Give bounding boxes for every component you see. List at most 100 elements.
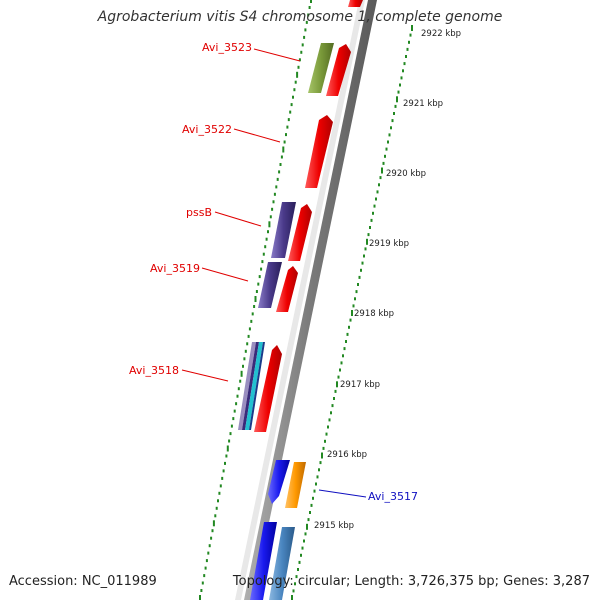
- gene-label-avi-3523[interactable]: Avi_3523: [202, 41, 252, 54]
- tick-mark: [361, 261, 364, 265]
- tick-mark: [364, 247, 367, 251]
- tick-mark: [370, 218, 373, 222]
- tick-mark: [324, 439, 326, 443]
- tick-mark: [244, 349, 247, 353]
- cds-arrow: [288, 204, 312, 261]
- tick-mark: [297, 568, 299, 571]
- tick-mark: [393, 112, 395, 115]
- tick-mark: [342, 354, 344, 358]
- tick-mark: [278, 170, 281, 174]
- tick-mark: [265, 237, 268, 241]
- tick-mark: [287, 118, 290, 122]
- tick-mark: [258, 275, 261, 279]
- tick-mark: [224, 461, 226, 465]
- tick-mark: [247, 334, 250, 338]
- gene-label-pssb[interactable]: pssB: [186, 206, 212, 219]
- tick-mark: [391, 119, 394, 123]
- tick-mark: [346, 332, 349, 336]
- tick-mark: [294, 80, 297, 84]
- tick-mark-major: [296, 71, 299, 78]
- map-title: Agrobacterium vitis S4 chromosome 1, com…: [97, 9, 503, 25]
- tick-mark: [200, 589, 203, 592]
- tick-mark: [210, 536, 213, 540]
- tick-mark: [239, 379, 242, 383]
- cds-arrow: [250, 522, 277, 600]
- tick-mark: [303, 539, 305, 543]
- cds-arrow: [348, 0, 363, 7]
- tick-mark-major: [336, 381, 338, 388]
- tick-mark: [384, 154, 386, 158]
- tick-mark: [207, 551, 210, 555]
- tick-mark: [298, 58, 301, 62]
- tick-mark: [382, 161, 385, 165]
- tick-mark: [307, 13, 310, 17]
- cds-arrow: [271, 202, 296, 258]
- tick-mark: [331, 404, 334, 408]
- leader-line: [214, 211, 262, 227]
- tick-mark: [378, 183, 380, 187]
- tick-mark-major: [199, 595, 201, 600]
- tick-mark: [334, 389, 337, 393]
- tick-mark-major: [240, 370, 243, 377]
- tick-mark: [251, 312, 254, 316]
- tick-mark: [310, 503, 313, 507]
- tick-mark: [292, 589, 295, 593]
- tick-mark: [345, 340, 347, 343]
- tick-mark: [319, 461, 322, 465]
- tick-mark: [328, 418, 331, 422]
- tick-mark: [235, 402, 238, 406]
- tick-mark-major: [321, 452, 323, 459]
- tick-mark: [348, 325, 350, 329]
- tick-mark: [349, 318, 352, 322]
- tick-mark: [355, 290, 358, 294]
- tick-mark: [218, 491, 221, 495]
- tick-mark-major: [268, 221, 271, 228]
- gene-label-avi-3517[interactable]: Avi_3517: [368, 490, 418, 503]
- scale-label: 2915 kbp: [314, 521, 354, 531]
- tick-mark: [228, 439, 231, 443]
- tick-mark: [309, 511, 311, 514]
- scale-label: 2922 kbp: [421, 29, 461, 39]
- tick-mark: [283, 140, 286, 144]
- tick-mark-major: [396, 96, 398, 103]
- tick-mark: [385, 147, 388, 151]
- gene-label-avi-3518[interactable]: Avi_3518: [129, 364, 179, 377]
- tick-mark-major: [282, 146, 285, 153]
- tick-mark: [295, 575, 298, 579]
- cds-arrow: [249, 342, 265, 430]
- tick-mark: [322, 446, 325, 450]
- cds-arrow: [269, 527, 295, 600]
- tick-mark: [376, 190, 379, 194]
- tick-mark: [273, 192, 276, 196]
- tick-mark: [293, 88, 296, 92]
- cds-arrow: [245, 342, 263, 430]
- tick-mark: [246, 342, 249, 346]
- topology-summary: Topology: circular; Length: 3,726,375 bp…: [232, 574, 590, 589]
- tick-mark: [219, 484, 222, 488]
- tick-mark: [340, 361, 343, 365]
- scale-labels: 2922 kbp 2921 kbp 2920 kbp 2919 kbp 2918…: [314, 29, 461, 531]
- scale-label: 2916 kbp: [327, 450, 367, 460]
- tick-mark: [204, 566, 207, 570]
- tick-mark: [406, 47, 409, 51]
- tick-mark: [250, 319, 253, 323]
- tick-mark-major: [411, 25, 413, 31]
- tick-mark: [237, 387, 240, 391]
- tick-mark-major: [254, 296, 257, 302]
- tick-mark: [276, 177, 279, 181]
- tick-mark: [409, 33, 412, 37]
- gene-label-avi-3522[interactable]: Avi_3522: [182, 123, 232, 136]
- leader-line: [318, 489, 367, 498]
- tick-mark: [308, 6, 311, 9]
- tick-mark: [232, 417, 235, 421]
- tick-mark: [280, 155, 283, 159]
- tick-mark: [354, 297, 356, 301]
- tick-mark: [264, 245, 267, 249]
- tick-mark: [297, 65, 300, 69]
- cds-arrow: [254, 345, 282, 432]
- tick-mark-major: [366, 238, 368, 245]
- tick-mark: [269, 215, 272, 219]
- tick-mark: [300, 553, 302, 557]
- gene-label-avi-3519[interactable]: Avi_3519: [150, 262, 200, 275]
